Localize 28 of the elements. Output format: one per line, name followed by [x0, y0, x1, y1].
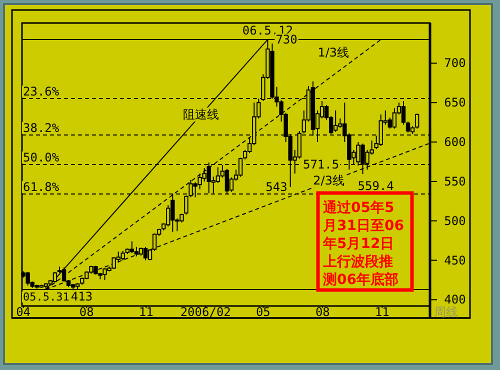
y-tick-label: 400: [444, 292, 466, 307]
x-tick-label: 08: [79, 305, 94, 319]
x-tick-label: 11: [138, 305, 154, 319]
note: 61.8%: [23, 180, 60, 194]
series-label: 1/3线: [318, 46, 350, 60]
y-tick-label: 700: [444, 56, 466, 70]
note: 38.2%: [23, 121, 60, 136]
note: 23.6%: [23, 84, 60, 99]
x-tick-label: 2006/02: [180, 305, 231, 319]
note: 50.0%: [23, 150, 60, 164]
note: 05.5.31: [23, 290, 70, 304]
x-tick-label: 05: [256, 305, 270, 319]
y-tick-label: 550: [444, 174, 466, 188]
y-tick-label: 500: [444, 214, 466, 228]
annotation: 通过05年5月31日至06年5月12日上行波段推测06年底部: [322, 199, 404, 288]
note: 413: [70, 289, 93, 304]
note: 571.5: [303, 158, 340, 172]
x-tick-label: 08: [315, 305, 330, 319]
series-label: 阻速线: [183, 108, 220, 122]
x-tick-label: 04: [16, 305, 31, 319]
y-tick-label: 450: [444, 253, 466, 268]
text: 周线: [434, 305, 458, 319]
x-tick-label: 11: [374, 305, 390, 319]
note: 543: [266, 180, 288, 194]
y-tick-label: 650: [444, 96, 466, 110]
note: 559.4: [358, 179, 394, 194]
y-tick-label: 600: [444, 135, 466, 150]
series-label: 2/3线: [313, 174, 344, 188]
